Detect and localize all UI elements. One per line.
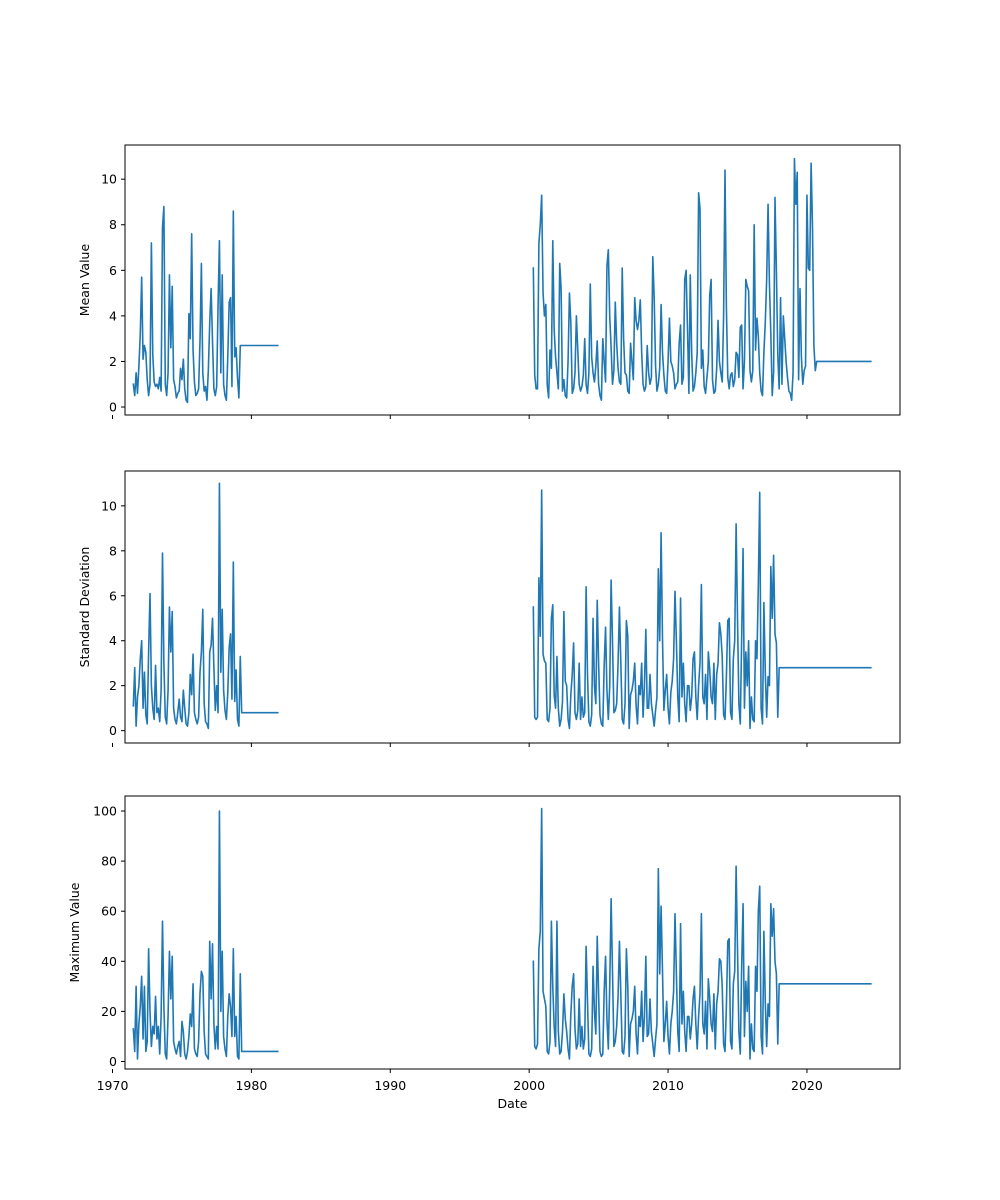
y-tick-label: 20: [101, 1004, 117, 1019]
y-tick-label: 6: [109, 588, 117, 603]
y-tick-label: 0: [109, 400, 117, 415]
series-line-segment-0: [132, 482, 279, 730]
y-tick-label: 8: [109, 217, 117, 232]
y-tick-label: 10: [101, 172, 117, 187]
y-tick-label: 4: [109, 633, 117, 648]
y-tick-label: 0: [109, 723, 117, 738]
x-tick-label: 1990: [374, 1078, 406, 1093]
y-tick-label: 2: [109, 354, 117, 369]
x-tick-label: 1980: [235, 1078, 267, 1093]
x-axis-label: Date: [498, 1096, 528, 1111]
series-line-segment-1: [532, 807, 872, 1060]
series-line-segment-0: [132, 205, 279, 404]
y-tick-label: 100: [93, 804, 117, 819]
mean-value-panel: 0 2 4 6 8 10 Mean Value: [77, 144, 901, 419]
y-axis-label: Maximum Value: [67, 882, 82, 982]
y-tick-label: 0: [109, 1054, 117, 1069]
plot-area-frame: [124, 470, 901, 744]
y-tick-label: 8: [109, 543, 117, 558]
y-tick-label: 4: [109, 308, 117, 323]
y-axis-label: Standard Deviation: [77, 547, 92, 668]
plot-area-frame: [124, 144, 901, 416]
y-tick-label: 40: [101, 954, 117, 969]
y-tick-label: 2: [109, 678, 117, 693]
y-tick-label: 10: [101, 498, 117, 513]
series-line-segment-1: [532, 489, 872, 730]
plot-area-frame: [124, 795, 901, 1070]
maximum-value-panel: 0 20 40 60 80 100 1970 1980 1990 2000 2010 2020 Maxi…: [67, 795, 901, 1111]
y-axis-label: Mean Value: [77, 244, 92, 317]
y-tick-label: 6: [109, 263, 117, 278]
x-tick-label: 1970: [97, 1078, 129, 1093]
x-tick-label: 2010: [652, 1078, 684, 1093]
y-tick-label: 80: [101, 854, 117, 869]
y-tick-label: 60: [101, 904, 117, 919]
standard-deviation-panel: 0 2 4 6 8 10 Standard Deviation: [77, 470, 901, 747]
series-line-segment-1: [532, 157, 872, 401]
x-tick-label: 2020: [791, 1078, 823, 1093]
x-tick-label: 2000: [513, 1078, 545, 1093]
series-line-segment-0: [132, 810, 279, 1060]
